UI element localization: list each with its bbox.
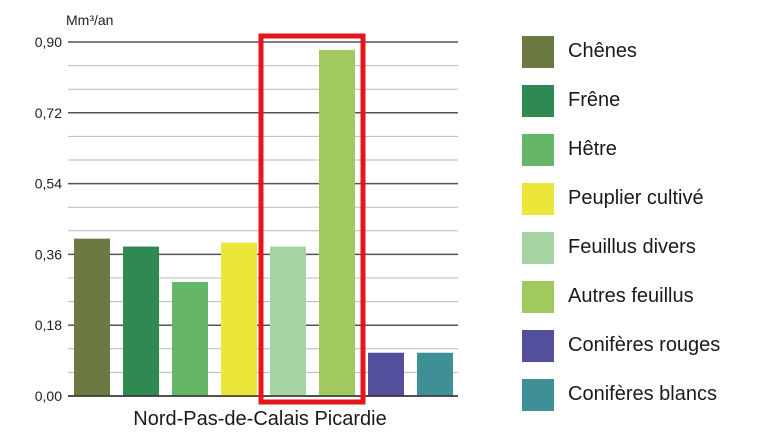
legend-label: Feuillus divers xyxy=(568,236,696,258)
y-tick-label: 0,54 xyxy=(35,176,62,192)
bar-hetre xyxy=(172,281,208,396)
legend-label: Frêne xyxy=(568,89,621,111)
category-label: Nord-Pas-de-Calais Picardie xyxy=(133,408,387,430)
legend-label: Conifères rouges xyxy=(568,334,721,356)
bar-autres-feuillus xyxy=(319,49,355,396)
bar-chenes xyxy=(74,238,110,396)
bar-frene xyxy=(123,246,159,396)
y-tick-label: 0,18 xyxy=(35,317,62,333)
legend-label: Autres feuillus xyxy=(568,285,694,307)
legend-swatch xyxy=(522,378,554,411)
y-axis-unit-label: Mm³/an xyxy=(66,12,114,28)
legend-item: Conifères rouges xyxy=(522,321,720,370)
legend-item: Conifères blancs xyxy=(522,370,720,419)
legend-label: Peuplier cultivé xyxy=(568,187,704,209)
legend-swatch xyxy=(522,35,554,68)
bar-feuillus-divers xyxy=(270,246,306,396)
legend-item: Hêtre xyxy=(522,125,720,174)
legend-item: Feuillus divers xyxy=(522,223,720,272)
y-tick-label: 0,90 xyxy=(35,34,62,50)
legend-item: Chênes xyxy=(522,27,720,76)
legend-swatch xyxy=(522,133,554,166)
bar-coniferes-rouges xyxy=(368,352,404,396)
highlight-box xyxy=(258,33,366,405)
legend-label: Chênes xyxy=(568,40,637,62)
legend-label: Conifères blancs xyxy=(568,383,717,405)
chart-legend: Chênes Frêne Hêtre Peuplier cultivé Feuillus… xyxy=(522,27,720,419)
legend-item: Peuplier cultivé xyxy=(522,174,720,223)
y-tick-label: 0,72 xyxy=(35,105,62,121)
legend-swatch xyxy=(522,280,554,313)
legend-swatch xyxy=(522,329,554,362)
bar-peuplier-cultive xyxy=(221,242,257,396)
legend-swatch xyxy=(522,84,554,117)
y-tick-label: 0,36 xyxy=(35,246,62,262)
legend-item: Frêne xyxy=(522,76,720,125)
legend-swatch xyxy=(522,182,554,215)
bar-coniferes-blancs xyxy=(417,352,453,396)
legend-item: Autres feuillus xyxy=(522,272,720,321)
legend-swatch xyxy=(522,231,554,264)
legend-label: Hêtre xyxy=(568,138,617,160)
y-tick-label: 0,00 xyxy=(35,388,62,404)
